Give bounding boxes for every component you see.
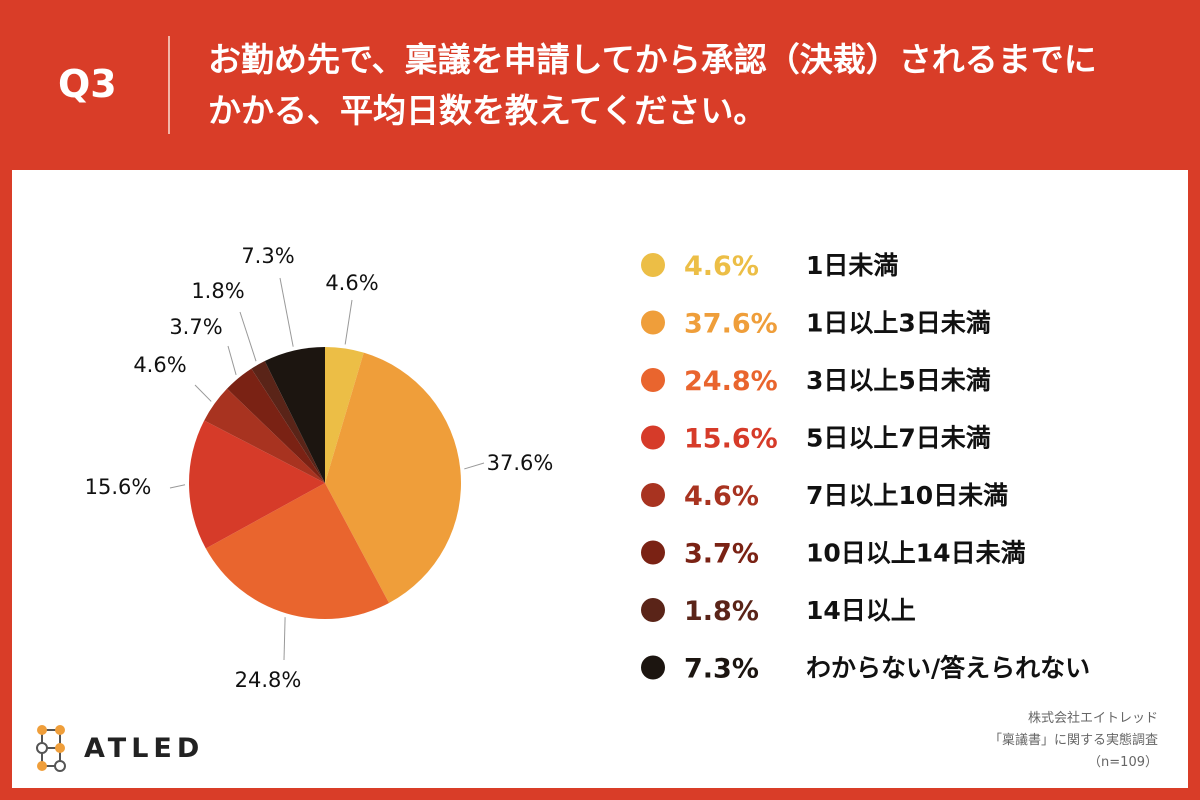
legend-percent: 24.8% (684, 366, 778, 397)
network-nodes-icon (36, 725, 66, 772)
pie-slice (251, 361, 325, 483)
pie-slices (188, 347, 461, 619)
pie-slice-label: 15.6% (85, 475, 152, 499)
pie-slice-label: 3.7% (169, 315, 222, 339)
pie-slice-label: 1.8% (191, 279, 244, 303)
legend-percent: 15.6% (684, 424, 778, 455)
question-number: Q3 (58, 62, 117, 106)
legend-label: 5日以上7日未満 (806, 424, 991, 453)
leader-line (344, 299, 353, 345)
pie-leader-lines (169, 277, 485, 661)
legend-swatch (641, 655, 665, 680)
question-text: お勤め先で、稟議を申請してから承認（決裁）されるまでに かかる、平均日数を教えて… (208, 34, 1168, 136)
pie-slice-label: 4.6% (325, 271, 378, 295)
pie-slice-label: 7.3% (241, 244, 294, 268)
leader-line (283, 617, 286, 661)
pie-slice-label: 37.6% (487, 451, 554, 475)
leader-line (464, 462, 485, 470)
legend-percent: 4.6% (684, 251, 759, 282)
pie-slice (325, 352, 461, 603)
legend-percent: 1.8% (684, 596, 759, 627)
legend-label: 1日以上3日未満 (806, 309, 991, 338)
company-logo-text: ATLED (84, 733, 205, 764)
legend-label: 10日以上14日未満 (806, 539, 1026, 568)
legend-swatch (641, 425, 665, 450)
pie-slice (264, 347, 325, 483)
legend-swatch (641, 540, 665, 565)
source-survey: 「稟議書」に関する実態調査 (988, 733, 1158, 748)
leader-line (227, 345, 237, 375)
legend-label: 1日未満 (806, 251, 898, 280)
legend-label: わからない/答えられない (806, 654, 1090, 683)
legend-swatch (641, 368, 665, 392)
legend-label: 3日以上5日未満 (806, 366, 991, 395)
legend-percent: 37.6% (684, 309, 778, 340)
legend: 4.6% 1日未満 37.6% 1日以上3日未満 24.8% 3日以上5日未満 15.6% 5… (641, 251, 1090, 685)
legend-swatch (641, 598, 665, 622)
pie-slice-label: 24.8% (235, 668, 302, 692)
legend-percent: 3.7% (684, 539, 759, 570)
question-line-2: かかる、平均日数を教えてください。 (208, 91, 767, 130)
question-header: Q3 お勤め先で、稟議を申請してから承認（決裁）されるまでに かかる、平均日数を… (0, 0, 1200, 170)
pie-slice (205, 483, 390, 619)
pie-slice (188, 420, 325, 549)
pie-labels: 4.6% 37.6% 24.8% 15.6% 4.6% 3.7% 1.8% 7.3% (85, 244, 554, 692)
source-note: 株式会社エイトレッド 「稟議書」に関する実態調査 （n=109） (989, 708, 1158, 774)
leader-line (279, 277, 294, 347)
source-sample: （n=109） (1088, 755, 1158, 770)
pie-slice (204, 388, 325, 483)
pie-slice (227, 368, 325, 483)
legend-swatch (641, 310, 665, 335)
leader-line (169, 484, 186, 489)
header-divider (168, 36, 170, 134)
legend-percent: 7.3% (684, 654, 759, 685)
pie-slice-label: 4.6% (133, 353, 186, 377)
legend-percent: 4.6% (684, 481, 759, 512)
pie-slice (325, 347, 364, 483)
legend-label: 7日以上10日未満 (806, 481, 1008, 510)
source-company: 株式会社エイトレッド (1027, 711, 1158, 726)
legend-swatch (641, 483, 665, 507)
leader-line (194, 384, 212, 402)
leader-line (239, 311, 257, 362)
legend-swatch (641, 253, 665, 277)
legend-label: 14日以上 (806, 596, 916, 625)
question-line-1: お勤め先で、稟議を申請してから承認（決裁）されるまでに (208, 40, 1097, 79)
